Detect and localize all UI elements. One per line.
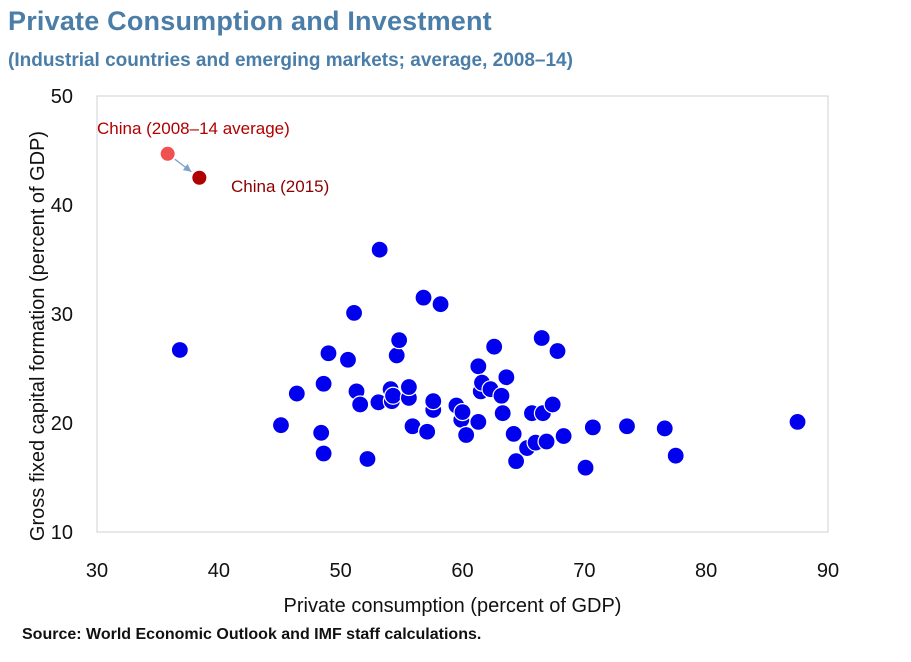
y-tick-label: 20 [51, 413, 73, 435]
data-point [370, 240, 389, 259]
data-point [431, 295, 450, 314]
data-point [666, 446, 685, 465]
x-tick-label: 60 [451, 560, 473, 582]
y-tick-label: 30 [51, 304, 73, 326]
data-point [548, 341, 567, 361]
x-tick-label: 90 [817, 560, 839, 582]
data-point [314, 444, 333, 463]
chart-subtitle: (Industrial countries and emerging marke… [8, 50, 573, 71]
data-point [383, 386, 403, 405]
data-point [344, 303, 364, 323]
china-2015-label: China (2015) [231, 177, 329, 196]
data-point [399, 377, 418, 397]
data-point [543, 395, 562, 414]
data-point [287, 384, 306, 403]
chart-title: Private Consumption and Investment [8, 6, 492, 36]
data-point [504, 424, 523, 443]
data-point [418, 422, 437, 441]
data-point [390, 331, 409, 350]
y-tick-label: 10 [51, 522, 73, 544]
data-point [537, 432, 556, 451]
data-point [170, 340, 189, 360]
data-point [532, 328, 551, 348]
data-point [319, 344, 338, 363]
data-point [469, 412, 488, 432]
data-point [312, 423, 331, 442]
data-point [457, 425, 476, 445]
data-point [424, 392, 443, 411]
data-point [469, 357, 488, 376]
data-point [554, 426, 573, 446]
data-point [453, 403, 472, 422]
china-annotations: China (2008–14 average) China (2015) [97, 119, 329, 196]
x-tick-label: 50 [330, 560, 352, 582]
y-axis-title: Gross fixed capital formation (percent o… [27, 131, 49, 541]
china-average-label: China (2008–14 average) [97, 119, 290, 138]
data-point [655, 419, 674, 438]
data-point [387, 346, 406, 365]
data-points [170, 240, 807, 477]
data-point [492, 386, 511, 405]
data-point [414, 288, 433, 307]
data-point [576, 458, 595, 477]
x-tick-label: 70 [573, 560, 595, 582]
plot-area [96, 95, 829, 533]
data-point [497, 368, 516, 387]
y-tick-label: 40 [51, 195, 73, 217]
china-average-point [160, 146, 175, 161]
y-axis: 10 20 30 40 50 [51, 86, 73, 544]
data-point [583, 418, 602, 437]
data-point [314, 374, 333, 393]
x-axis: 30 40 50 60 70 80 90 [86, 560, 839, 582]
data-point [485, 337, 504, 356]
data-point [351, 395, 370, 414]
data-point [271, 416, 291, 435]
data-point [338, 350, 358, 369]
x-axis-title: Private consumption (percent of GDP) [284, 595, 622, 617]
data-point [617, 417, 637, 436]
data-point [493, 404, 512, 423]
x-tick-label: 40 [208, 560, 230, 582]
data-point [788, 412, 807, 432]
x-tick-label: 30 [86, 560, 108, 582]
china-arrow [174, 158, 192, 173]
y-tick-label: 50 [51, 86, 73, 108]
china-2015-point [192, 170, 207, 185]
data-point [358, 449, 377, 469]
data-point [507, 452, 526, 471]
x-tick-label: 80 [695, 560, 717, 582]
source-note: Source: World Economic Outlook and IMF s… [22, 626, 482, 643]
